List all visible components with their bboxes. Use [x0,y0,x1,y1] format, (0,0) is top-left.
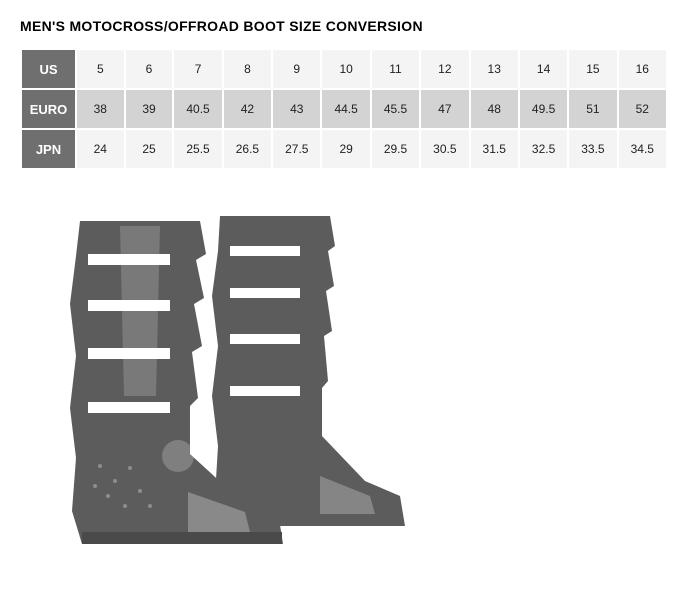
table-cell: 25 [126,130,173,168]
page-title: MEN'S MOTOCROSS/OFFROAD BOOT SIZE CONVER… [20,18,680,34]
table-cell: 27.5 [273,130,320,168]
row-header-euro: EURO [22,90,75,128]
table-row: JPN 24 25 25.5 26.5 27.5 29 29.5 30.5 31… [22,130,666,168]
table-cell: 43 [273,90,320,128]
table-cell: 34.5 [619,130,666,168]
table-cell: 10 [322,50,369,88]
table-cell: 30.5 [421,130,468,168]
table-cell: 47 [421,90,468,128]
table-cell: 16 [619,50,666,88]
table-cell: 25.5 [174,130,221,168]
table-cell: 33.5 [569,130,616,168]
size-conversion-table: US 5 6 7 8 9 10 11 12 13 14 15 16 EURO 3… [20,48,668,170]
row-header-jpn: JPN [22,130,75,168]
table-cell: 29.5 [372,130,419,168]
table-cell: 44.5 [322,90,369,128]
table-cell: 15 [569,50,616,88]
table-cell: 26.5 [224,130,271,168]
table-cell: 42 [224,90,271,128]
table-cell: 31.5 [471,130,518,168]
table-row: US 5 6 7 8 9 10 11 12 13 14 15 16 [22,50,666,88]
table-cell: 9 [273,50,320,88]
table-cell: 40.5 [174,90,221,128]
table-cell: 13 [471,50,518,88]
table-cell: 38 [77,90,124,128]
table-cell: 11 [372,50,419,88]
table-cell: 49.5 [520,90,567,128]
table-cell: 48 [471,90,518,128]
table-cell: 29 [322,130,369,168]
table-cell: 12 [421,50,468,88]
row-header-us: US [22,50,75,88]
table-cell: 6 [126,50,173,88]
table-cell: 52 [619,90,666,128]
table-cell: 32.5 [520,130,567,168]
table-cell: 39 [126,90,173,128]
table-row: EURO 38 39 40.5 42 43 44.5 45.5 47 48 49… [22,90,666,128]
table-cell: 8 [224,50,271,88]
table-cell: 5 [77,50,124,88]
motocross-boots-illustration [50,196,410,556]
table-cell: 45.5 [372,90,419,128]
table-cell: 7 [174,50,221,88]
table-cell: 51 [569,90,616,128]
table-cell: 24 [77,130,124,168]
table-cell: 14 [520,50,567,88]
